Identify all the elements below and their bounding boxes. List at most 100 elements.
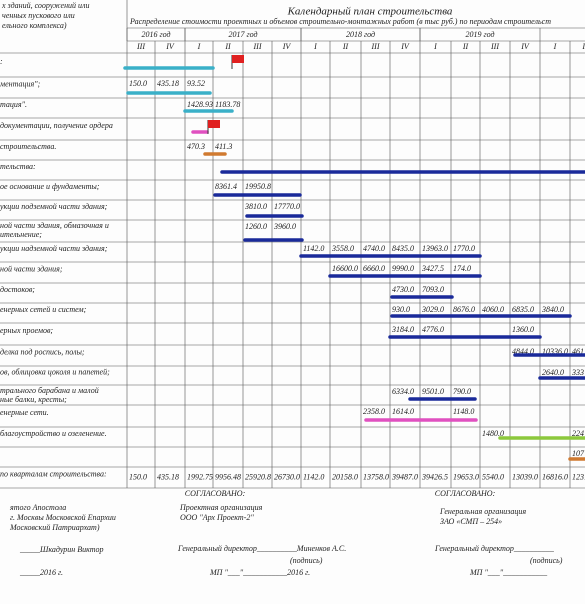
quarter: III [490,42,499,51]
cell-value: 6660.0 [363,264,385,273]
cell-value: 3029.0 [421,305,444,314]
cell-value: 3840.0 [541,305,564,314]
cell-value: 3427.5 [421,264,444,273]
cell-value: 333 [571,368,584,377]
cell-value: 19653.0 [453,472,479,481]
cell-value: 1148.0 [453,407,474,416]
row-label: достоков; [0,285,35,294]
row-label: тельства: [0,162,36,171]
row-label: ные балки, кресты; [0,395,67,404]
signatory-right: ЗАО «СМП – 254» [440,517,502,526]
cell-value: 19950.8 [245,182,271,191]
row-label: делка под роспись, полы; [0,347,85,356]
year: 2017 год [228,30,257,39]
row-label: ов, облицовка цоколя и папетей; [0,367,110,376]
signatory-middle: Генеральный директор__________Миненков А… [177,544,346,553]
row-label: трального барабана и малой [0,386,99,395]
row-label: документации, получение ордера [0,121,113,130]
quarter: I [197,42,201,51]
cell-value: 4844.0 [512,347,534,356]
cell-value: 13039.0 [512,472,538,481]
row-label: ерных проемов; [0,326,53,335]
cell-value: 1992.75 [187,472,213,481]
quarter: I [553,42,557,51]
cell-value: 8676.0 [453,305,475,314]
cell-value: 4740.0 [363,244,385,253]
cell-value: 1428.93 [187,100,213,109]
row-label: ое основание и фундаменты; [0,182,100,191]
cell-value: 174.0 [453,264,471,273]
left-header: ельного комплекса) [2,21,67,30]
cell-value: 1360.0 [512,325,534,334]
quarter: IV [520,42,530,51]
cell-value: 5540.0 [482,472,504,481]
cell-value: 435.18 [157,79,179,88]
cell-value: 1142.0 [303,244,324,253]
cell-value: 16600.0 [332,264,358,273]
cell-value: 4730.0 [392,285,414,294]
cell-value: 4060.0 [482,305,504,314]
signatory-middle: МП "___"___________2016 г. [209,568,310,577]
cell-value: 39426.5 [421,472,448,481]
row-label: по кварталам строительства: [0,469,107,478]
cell-value: 8435.0 [392,244,414,253]
quarter: II [224,42,231,51]
cell-value: 107 [572,449,585,458]
year: 2018 год [346,30,375,39]
flag [208,120,220,128]
quarter: I [433,42,437,51]
cell-value: 26730.0 [274,472,300,481]
cell-value: 9956.48 [215,472,241,481]
signatory-right: МП "___"___________ [469,568,548,577]
cell-value: 2358.0 [363,407,385,416]
cell-value: 20158.0 [332,472,358,481]
signatory-right: Генеральный директор__________ [434,544,555,553]
agreed: СОГЛАСОВАНО: [185,489,246,498]
signatory-middle: Проектная организация [179,503,263,512]
signatory-middle: (подпись) [290,556,323,565]
quarter: III [136,42,145,51]
cell-value: 1770.0 [453,244,475,253]
cell-value: 1260.0 [245,222,267,231]
cell-value: 17770.0 [274,202,300,211]
quarter: III [371,42,380,51]
cell-value: 16816.0 [542,472,568,481]
signatory-left: _____Шкадурин Виктор [19,545,104,554]
cell-value: 224 [572,429,584,438]
cell-value: 461 [572,347,584,356]
quarter: II [581,42,585,51]
signatory-middle: ООО "Арх Проект-2" [180,513,254,522]
signatory-right: Генеральная организация [439,507,526,516]
signatory-right: (подпись) [530,556,563,565]
quarter: IV [165,42,175,51]
agreed: СОГЛАСОВАНО: [435,489,496,498]
row-label: : [0,57,3,66]
row-label: строительства. [0,142,56,151]
cell-value: 150.0 [129,472,147,481]
cell-value: 3558.0 [331,244,354,253]
cell-value: 7093.0 [422,285,444,294]
row-label: тация". [0,100,27,109]
flag [232,55,244,63]
cell-value: 13758.0 [363,472,389,481]
cell-value: 1231 [572,472,585,481]
cell-value: 3810.0 [244,202,267,211]
cell-value: 6334.0 [392,387,414,396]
row-label: ной части здания; [0,264,63,273]
cell-value: 25920.8 [245,472,271,481]
row-label: ительнение; [0,230,42,239]
cell-value: 411.3 [215,142,232,151]
cell-value: 1614.0 [392,407,414,416]
cell-value: 2640.0 [542,368,564,377]
cell-value: 6835.0 [512,305,534,314]
cell-value: 470.3 [187,142,205,151]
row-label: енерных сетей и систем; [0,305,87,314]
row-label: енерные сети. [0,408,49,417]
cell-value: 39487.0 [391,472,418,481]
signatory-left: Московский Патриархат) [9,523,100,532]
left-header: х зданий, сооружений или [1,1,90,10]
distribution-header: Распределение стоимости проектных и объе… [129,17,551,26]
quarter: I [313,42,317,51]
cell-value: 150.0 [129,79,147,88]
